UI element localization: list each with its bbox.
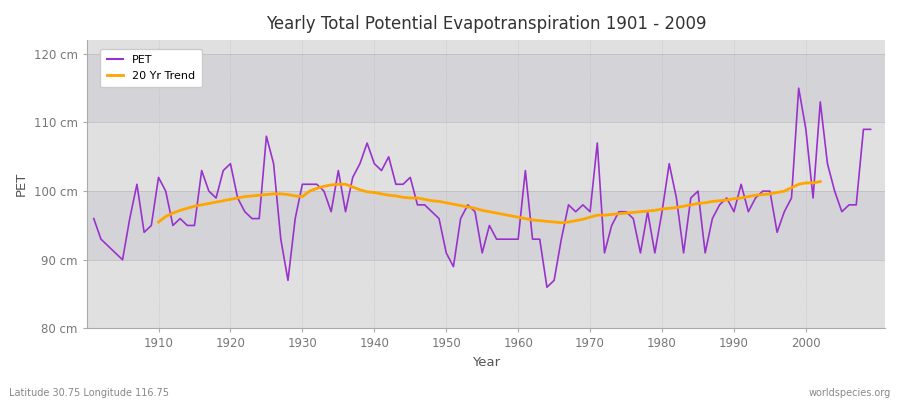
Bar	[86, 191, 885, 260]
Y-axis label: PET: PET	[15, 172, 28, 196]
Bar	[86, 54, 885, 122]
X-axis label: Year: Year	[472, 356, 500, 369]
Text: Latitude 30.75 Longitude 116.75: Latitude 30.75 Longitude 116.75	[9, 388, 169, 398]
Title: Yearly Total Potential Evapotranspiration 1901 - 2009: Yearly Total Potential Evapotranspiratio…	[266, 15, 706, 33]
Text: worldspecies.org: worldspecies.org	[809, 388, 891, 398]
Legend: PET, 20 Yr Trend: PET, 20 Yr Trend	[100, 48, 202, 88]
